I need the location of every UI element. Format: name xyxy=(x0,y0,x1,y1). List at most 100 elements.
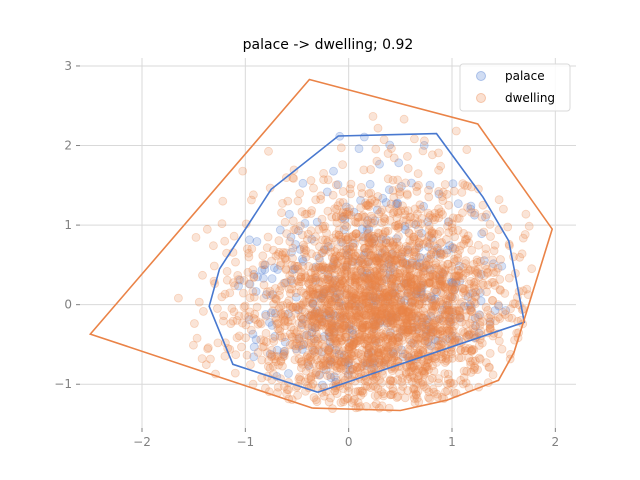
dwelling-point xyxy=(305,287,315,297)
dwelling-point xyxy=(402,151,412,161)
dwelling-point xyxy=(399,321,409,331)
dwelling-point xyxy=(337,263,347,273)
dwelling-point xyxy=(445,291,455,301)
dwelling-point xyxy=(410,245,420,255)
palace-point xyxy=(298,256,308,266)
dwelling-point xyxy=(375,348,385,358)
dwelling-point xyxy=(386,254,396,264)
dwelling-point xyxy=(320,284,330,294)
dwelling-point xyxy=(365,250,375,260)
palace-point xyxy=(389,263,398,272)
palace-point xyxy=(341,262,351,272)
palace-point xyxy=(293,226,303,236)
dwelling-point xyxy=(306,373,316,383)
palace-point xyxy=(371,296,381,305)
dwelling-point xyxy=(424,333,434,343)
dwelling-point xyxy=(363,274,372,284)
dwelling-point xyxy=(380,245,390,255)
dwelling-point xyxy=(410,213,420,223)
palace-point xyxy=(398,352,408,362)
dwelling-point xyxy=(255,318,265,328)
dwelling-point xyxy=(393,292,403,302)
dwelling-point xyxy=(288,243,298,253)
dwelling-point xyxy=(276,309,286,319)
palace-point xyxy=(466,204,476,214)
dwelling-point xyxy=(380,316,390,326)
palace-point xyxy=(291,344,301,354)
palace-point xyxy=(417,228,426,238)
dwelling-point xyxy=(406,290,416,300)
dwelling-point xyxy=(349,348,359,357)
dwelling-point xyxy=(441,279,451,289)
palace-point xyxy=(291,292,301,302)
palace-point xyxy=(249,352,259,362)
palace-point xyxy=(412,260,422,270)
dwelling-point xyxy=(385,236,395,246)
dwelling-point xyxy=(314,224,324,234)
palace-point xyxy=(333,180,343,190)
palace-point xyxy=(411,313,421,323)
palace-point xyxy=(448,307,457,317)
dwelling-point xyxy=(318,248,328,258)
dwelling-point xyxy=(410,384,420,394)
dwelling-point xyxy=(387,280,397,290)
dwelling-point xyxy=(360,266,370,276)
dwelling-point xyxy=(413,311,423,320)
dwelling-point xyxy=(445,320,455,330)
dwelling-point xyxy=(367,195,377,204)
palace-point xyxy=(381,235,391,245)
dwelling-point xyxy=(478,317,488,326)
dwelling-point xyxy=(317,339,327,349)
palace-point xyxy=(322,187,332,197)
dwelling-point xyxy=(348,242,358,252)
palace-point xyxy=(412,286,422,296)
dwelling-point xyxy=(337,352,347,362)
palace-point xyxy=(455,276,465,286)
dwelling-point xyxy=(227,303,237,313)
x-tick-label: −1 xyxy=(236,435,254,449)
dwelling-point xyxy=(362,200,372,210)
dwelling-point xyxy=(352,322,362,332)
dwelling-point xyxy=(346,256,356,266)
dwelling-point xyxy=(426,250,436,260)
dwelling-point xyxy=(351,229,361,238)
dwelling-point xyxy=(258,342,268,352)
dwelling-point xyxy=(287,260,297,270)
dwelling-point xyxy=(392,285,402,295)
dwelling-point xyxy=(424,221,434,230)
dwelling-point xyxy=(339,321,349,331)
dwelling-point xyxy=(447,261,457,271)
palace-point xyxy=(295,244,305,254)
dwelling-point xyxy=(360,288,369,298)
dwelling-point xyxy=(244,248,254,258)
dwelling-point xyxy=(338,238,348,248)
dwelling-point xyxy=(322,354,332,364)
dwelling-point xyxy=(347,370,357,380)
dwelling-point xyxy=(262,287,272,297)
dwelling-point xyxy=(429,366,439,376)
dwelling-point xyxy=(192,333,202,343)
dwelling-point xyxy=(352,312,361,322)
palace-point xyxy=(385,270,395,280)
dwelling-point xyxy=(339,357,349,367)
palace-point xyxy=(308,299,318,309)
dwelling-point xyxy=(449,272,459,281)
dwelling-point xyxy=(498,204,508,214)
palace-point xyxy=(267,274,277,284)
dwelling-point xyxy=(364,322,374,331)
dwelling-point xyxy=(295,221,305,231)
palace-point xyxy=(431,249,441,259)
palace-point xyxy=(412,324,422,334)
dwelling-point xyxy=(428,322,438,332)
dwelling-point xyxy=(245,360,255,370)
dwelling-point xyxy=(229,231,239,241)
dwelling-point xyxy=(372,232,382,242)
dwelling-point xyxy=(208,241,218,251)
dwelling-point xyxy=(347,351,357,361)
dwelling-point xyxy=(233,270,243,280)
dwelling-point xyxy=(202,224,212,234)
dwelling-point xyxy=(348,252,358,262)
palace-point xyxy=(390,288,400,298)
dwelling-point xyxy=(343,295,353,305)
dwelling-point xyxy=(294,281,304,291)
